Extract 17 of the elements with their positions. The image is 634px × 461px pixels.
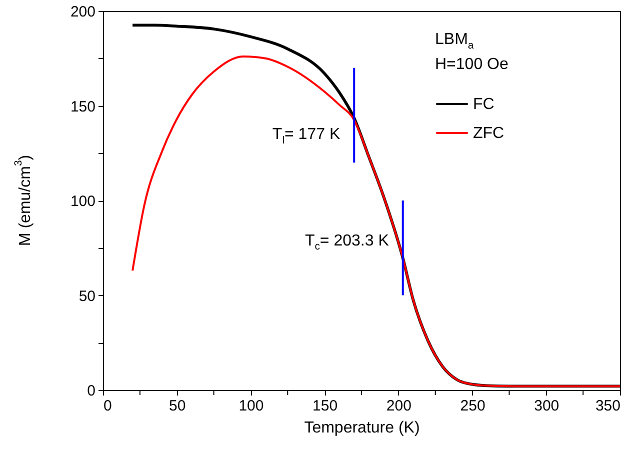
x-tick-label: 150 — [312, 398, 338, 414]
x-tick-label: 0 — [104, 398, 112, 414]
y-tick-label: 0 — [87, 382, 96, 400]
x-tick-label: 200 — [386, 398, 412, 414]
y-axis-title: M (emu/cm3) — [14, 154, 34, 246]
x-axis-title: Temperature (K) — [304, 420, 420, 436]
legend-label: ZFC — [473, 125, 504, 142]
y-tick-label: 150 — [70, 98, 96, 116]
x-tick-label: 350 — [595, 398, 620, 414]
y-tick-label: 100 — [70, 193, 96, 210]
x-tick-label: 250 — [460, 398, 486, 414]
y-tick-label: 200 — [70, 4, 96, 20]
legend-label: FC — [473, 96, 494, 113]
x-tick-label: 50 — [169, 398, 186, 414]
x-tick-label: 100 — [238, 398, 264, 414]
x-tick-label: 300 — [534, 398, 560, 414]
y-tick-label: 50 — [78, 288, 96, 305]
